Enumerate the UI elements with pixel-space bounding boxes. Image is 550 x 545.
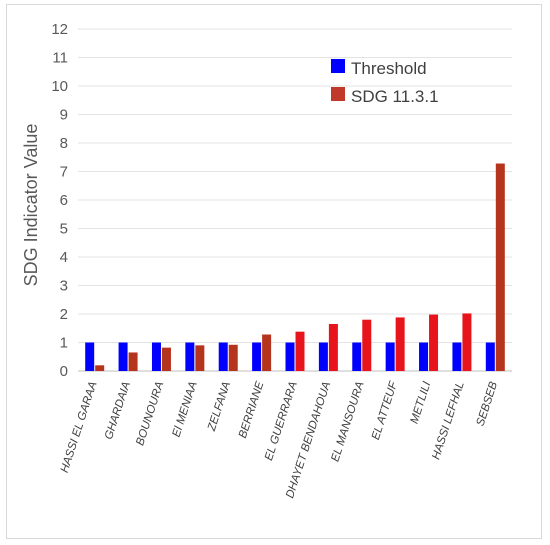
bar-threshold-8 xyxy=(352,342,362,371)
x-category-labels: HASSI EL GARAA GHARDAIA BOUNOURA El MENIAA Z… xyxy=(59,379,500,500)
legend-swatch-threshold xyxy=(331,59,345,73)
bar-threshold-5 xyxy=(252,342,262,371)
y-tick-5: 5 xyxy=(60,221,68,238)
legend-swatch-sdg xyxy=(331,87,345,101)
x-category-label: HASSI EL GARAA xyxy=(59,380,100,474)
legend-label-threshold: Threshold xyxy=(351,59,427,78)
y-tick-6: 6 xyxy=(60,192,68,209)
x-category-label: El MENIAA xyxy=(171,380,200,439)
y-tick-4: 4 xyxy=(60,249,68,266)
bar-threshold-9 xyxy=(385,342,395,371)
y-tick-11: 11 xyxy=(52,50,68,67)
bar-threshold-7 xyxy=(318,342,328,371)
y-tick-12: 12 xyxy=(51,21,68,38)
bar-threshold-1 xyxy=(118,342,128,371)
bar-sdg-9 xyxy=(395,317,405,371)
chart-frame xyxy=(6,4,542,539)
y-tick-9: 9 xyxy=(60,107,68,124)
bar-sdg-7 xyxy=(328,323,338,371)
bar-sdg-0 xyxy=(95,365,105,371)
y-tick-2: 2 xyxy=(60,306,68,323)
y-tick-0: 0 xyxy=(60,363,68,380)
x-category-label: GHARDAIA xyxy=(103,380,133,441)
bar-sdg-11 xyxy=(462,313,472,371)
bar-sdg-1 xyxy=(128,352,138,371)
legend-label-sdg: SDG 11.3.1 xyxy=(351,87,439,106)
bar-threshold-11 xyxy=(452,342,462,371)
y-tick-7: 7 xyxy=(60,164,68,181)
x-category-label: HASSI LEFHAL xyxy=(430,380,466,461)
y-tick-3: 3 xyxy=(60,278,68,295)
bar-threshold-2 xyxy=(151,342,161,371)
x-category-label: BERRIANE xyxy=(237,380,267,440)
x-category-label: METLILI xyxy=(409,379,434,425)
x-category-label: SEBSEB xyxy=(475,380,501,428)
bar-threshold-12 xyxy=(485,342,495,371)
bar-sdg-12 xyxy=(495,163,505,371)
bar-sdg-2 xyxy=(161,347,171,371)
bar-threshold-6 xyxy=(285,342,295,371)
bar-sdg-10 xyxy=(429,314,439,371)
bar-threshold-0 xyxy=(85,342,95,371)
x-category-label: ZELFANA xyxy=(206,380,234,433)
bar-threshold-10 xyxy=(419,342,429,371)
x-category-label: EL ATTEUF xyxy=(370,379,400,441)
x-category-label: EL MANSOURA xyxy=(329,380,366,463)
bar-sdg-3 xyxy=(195,345,205,371)
y-tick-1: 1 xyxy=(60,335,68,352)
bar-sdg-4 xyxy=(228,344,238,371)
bar-sdg-6 xyxy=(295,331,305,371)
legend: Threshold SDG 11.3.1 xyxy=(331,59,439,106)
bars xyxy=(85,163,505,371)
gridlines xyxy=(78,28,512,372)
y-tick-10: 10 xyxy=(51,78,68,95)
bar-sdg-8 xyxy=(362,319,372,371)
bar-threshold-3 xyxy=(185,342,195,371)
x-category-label: BOUNOURA xyxy=(134,380,166,447)
bar-sdg-5 xyxy=(262,334,272,371)
x-category-label: EL GUERRARA xyxy=(263,380,300,462)
bar-threshold-4 xyxy=(218,342,228,371)
y-axis-label: SDG Indicator Value xyxy=(21,124,41,287)
y-tick-8: 8 xyxy=(60,135,68,152)
